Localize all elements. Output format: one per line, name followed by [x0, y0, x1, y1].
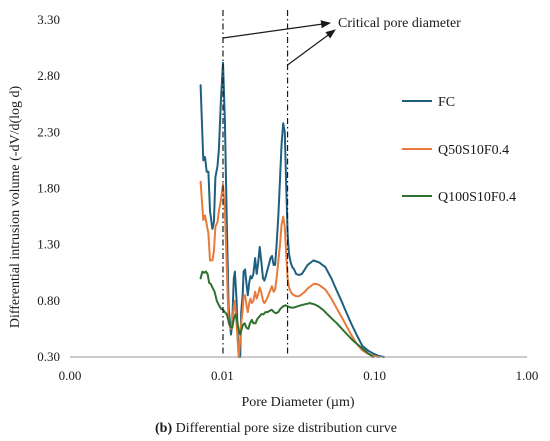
caption-text: Differential pore size distribution curv…	[172, 421, 397, 436]
annotation-label: Critical pore diameter	[338, 16, 461, 31]
series-layer	[199, 61, 385, 358]
y-tick-label: 3.30	[37, 12, 60, 27]
critical-lines	[222, 10, 289, 357]
y-tick-label: 2.80	[37, 68, 60, 83]
legend: FC Q50S10F0.4 Q100S10F0.4	[402, 95, 516, 205]
figure-caption: (b) Differential pore size distribution …	[155, 421, 397, 436]
y-tick-label: 0.30	[37, 349, 60, 364]
caption-label: (b)	[155, 421, 172, 436]
y-axis-title: Differential intrusion volume (-dV/d(log…	[8, 85, 23, 328]
series-line-1	[199, 61, 385, 358]
x-axis-title: Pore Diameter (µm)	[241, 395, 354, 410]
x-tick-label: 1.00	[516, 368, 539, 383]
x-tick-label: 0.01	[211, 368, 234, 383]
legend-label-1: FC	[438, 95, 455, 110]
series-line-2	[199, 180, 380, 358]
y-tick-label: 1.80	[37, 181, 60, 196]
x-tick-label: 0.00	[59, 368, 82, 383]
series-line-3	[199, 270, 375, 358]
x-tick-labels: 0.00 0.01 0.10 1.00	[59, 368, 539, 383]
legend-label-2: Q50S10F0.4	[438, 143, 509, 158]
legend-label-3: Q100S10F0.4	[438, 190, 516, 205]
x-tick-label: 0.10	[363, 368, 386, 383]
annotation-arrow-1	[222, 20, 331, 39]
y-tick-label: 2.30	[37, 124, 60, 139]
y-tick-labels: 0.30 0.80 1.30 1.80 2.30 2.80 3.30	[37, 12, 60, 364]
y-tick-label: 1.30	[37, 237, 60, 252]
critical-pore-annotation: Critical pore diameter	[222, 16, 461, 66]
annotation-arrow-2	[287, 29, 336, 66]
y-tick-label: 0.80	[37, 293, 60, 308]
